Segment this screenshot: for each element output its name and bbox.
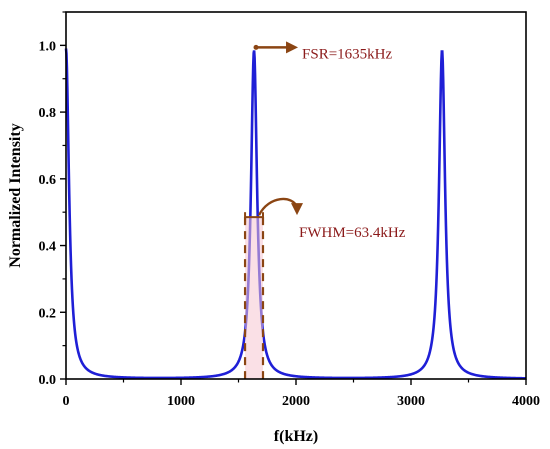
y-tick-label: 1.0 bbox=[39, 39, 57, 54]
x-tick-label: 4000 bbox=[512, 394, 540, 409]
plot-frame bbox=[65, 11, 527, 380]
annotation-layer: FSR=1635kHz FWHM=63.4kHz bbox=[243, 41, 406, 379]
fwhm-curved-arrow bbox=[257, 197, 299, 216]
y-tick-label: 0.2 bbox=[39, 306, 57, 321]
fsr-annotation-label: FSR=1635kHz bbox=[302, 46, 392, 62]
fsr-arrowhead bbox=[286, 41, 299, 54]
y-tick-label: 0.0 bbox=[39, 373, 57, 388]
x-tick-label: 2000 bbox=[282, 394, 310, 409]
fsr-arrow-origin-dot bbox=[253, 44, 259, 50]
x-axis-title: f(kHz) bbox=[274, 428, 318, 445]
y-tick-label: 0.6 bbox=[39, 173, 57, 188]
x-tick-label: 0 bbox=[63, 394, 70, 409]
x-tick-label: 3000 bbox=[397, 394, 425, 409]
y-tick-label: 0.8 bbox=[39, 106, 57, 121]
x-tick-label: 1000 bbox=[167, 394, 195, 409]
fwhm-arrowhead bbox=[290, 203, 303, 216]
y-axis-title: Normalized Intensity bbox=[7, 123, 24, 267]
ticks-layer: 0 1000 2000 3000 4000 0.0 0.2 0.4 0.6 0.8 1.0 bbox=[39, 11, 540, 409]
fwhm-shaded-region bbox=[245, 217, 263, 379]
fwhm-annotation-label: FWHM=63.4kHz bbox=[299, 225, 406, 241]
series-line bbox=[64, 48, 527, 380]
y-tick-label: 0.4 bbox=[39, 240, 57, 255]
